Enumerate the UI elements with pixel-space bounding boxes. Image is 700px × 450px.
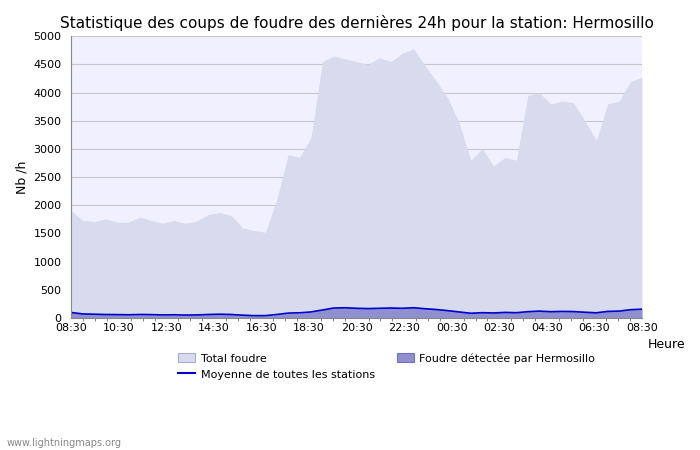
Text: www.lightningmaps.org: www.lightningmaps.org (7, 438, 122, 448)
Y-axis label: Nb /h: Nb /h (15, 160, 28, 194)
Legend: Total foudre, Moyenne de toutes les stations, Foudre détectée par Hermosillo: Total foudre, Moyenne de toutes les stat… (174, 349, 599, 384)
Title: Statistique des coups de foudre des dernières 24h pour la station: Hermosillo: Statistique des coups de foudre des dern… (60, 15, 654, 31)
Text: Heure: Heure (648, 338, 685, 351)
